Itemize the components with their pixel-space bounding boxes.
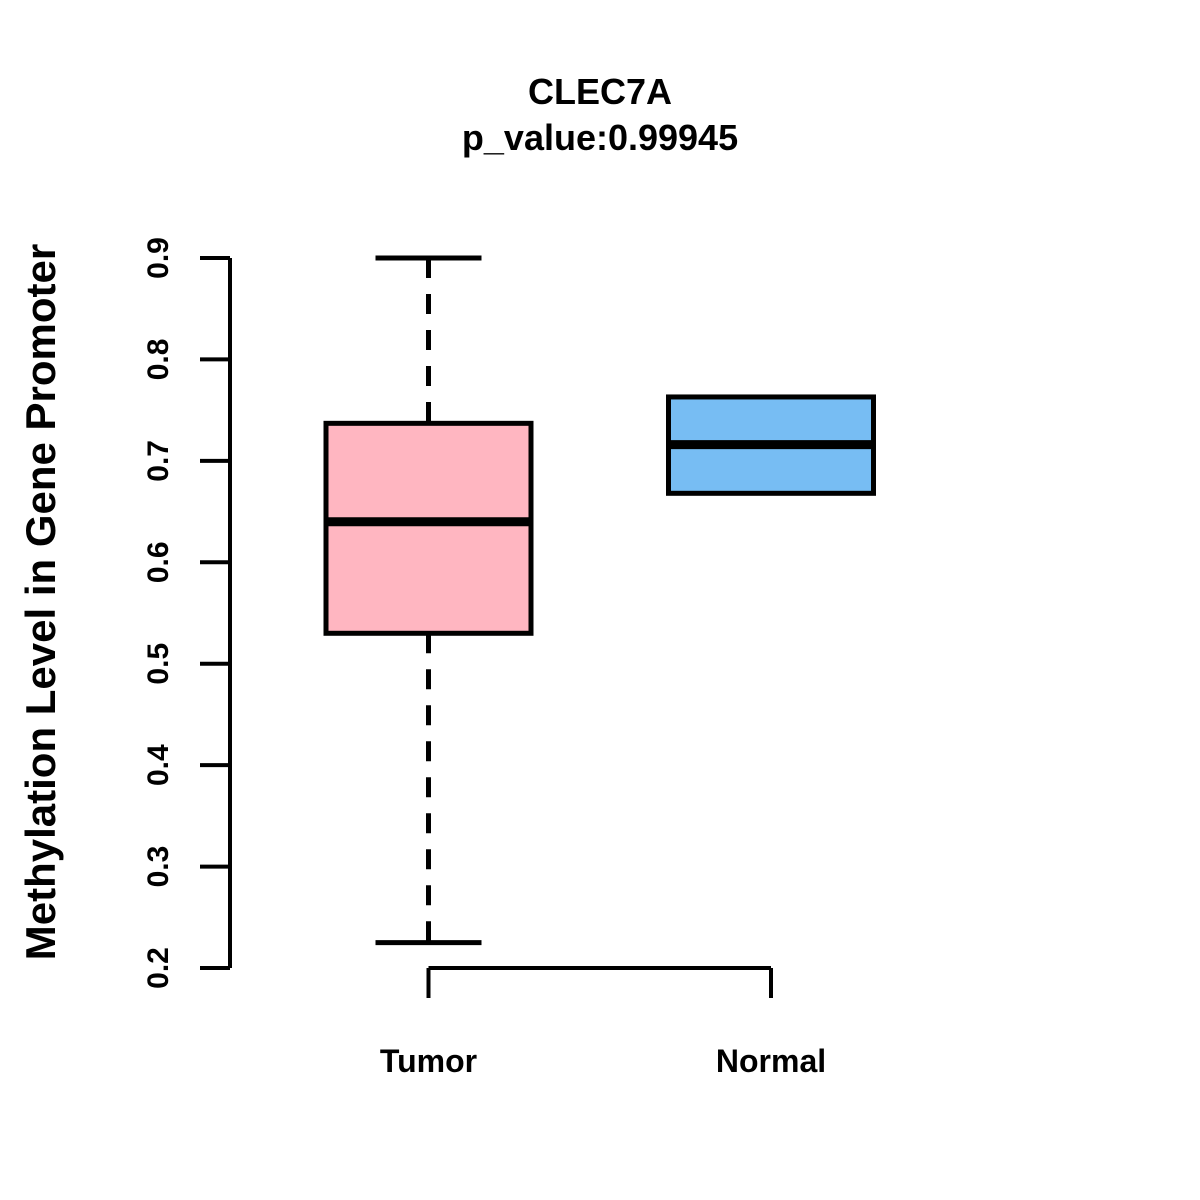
- y-tick-label: 0.5: [142, 643, 175, 685]
- y-tick-label: 0.2: [142, 947, 175, 989]
- iqr-box: [323, 420, 534, 636]
- y-axis: 0.2 0.3 0.4 0.5 0.6 0.7 0.8 0.9: [142, 237, 232, 989]
- y-tick-label: 0.9: [142, 237, 175, 279]
- x-category-labels: Tumor Normal: [380, 1043, 826, 1079]
- box-normal: [666, 394, 876, 496]
- x-category-label-tumor: Tumor: [380, 1043, 477, 1079]
- y-tick-label: 0.6: [142, 541, 175, 583]
- x-axis-bracket: [426, 966, 773, 998]
- boxplot-boxes: [323, 255, 876, 946]
- y-tick-label: 0.7: [142, 440, 175, 482]
- y-axis-label: Methylation Level in Gene Promoter: [17, 244, 64, 960]
- chart-title: CLEC7A: [528, 71, 672, 112]
- y-tick-label: 0.4: [142, 744, 175, 786]
- x-category-label-normal: Normal: [716, 1043, 826, 1079]
- box-tumor: [323, 255, 534, 946]
- y-tick-label: 0.8: [142, 339, 175, 381]
- chart-subtitle: p_value:0.99945: [462, 117, 738, 158]
- y-tick-label: 0.3: [142, 846, 175, 888]
